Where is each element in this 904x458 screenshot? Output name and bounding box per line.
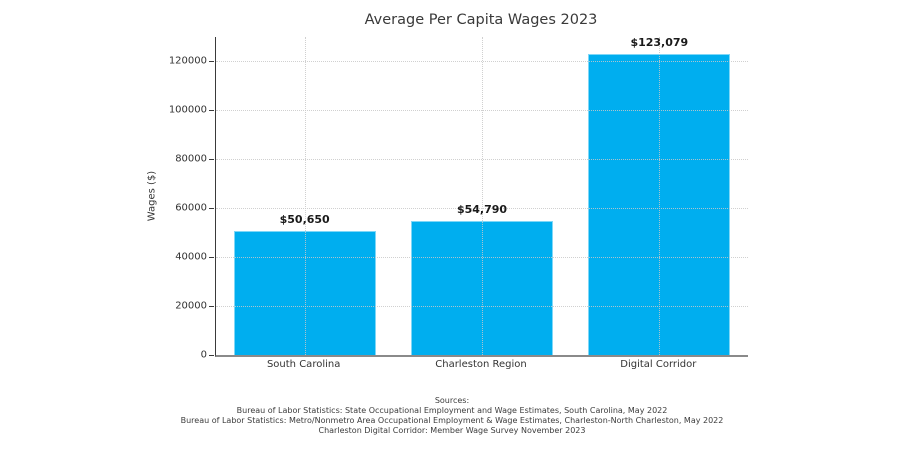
y-tick-label: 0 [200, 349, 207, 361]
y-tick-label: 120000 [168, 55, 207, 67]
y-tick-mark [209, 109, 214, 112]
bar [411, 220, 553, 355]
gridline-horizontal [216, 306, 748, 308]
sources-line: Charleston Digital Corridor: Member Wage… [318, 426, 586, 435]
x-tick-label: South Carolina [266, 359, 341, 370]
gridline-horizontal [216, 257, 748, 259]
bar [588, 53, 731, 355]
sources-line: Bureau of Labor Statistics: State Occupa… [236, 406, 668, 415]
y-tick-mark [209, 305, 214, 307]
x-tick-label: Digital Corridor [620, 359, 697, 370]
gridline-vertical [304, 37, 306, 355]
sources-line: Bureau of Labor Statistics: Metro/Nonmet… [180, 416, 724, 425]
y-tick-label: 20000 [175, 300, 207, 312]
gridline-horizontal [216, 159, 748, 161]
y-tick-mark [209, 207, 214, 210]
sources-heading: Sources: [434, 396, 470, 405]
y-tick-label: 80000 [175, 153, 207, 165]
gridline-horizontal [216, 110, 748, 112]
gridline-vertical [659, 37, 661, 355]
y-tick-label: 60000 [175, 202, 207, 214]
bar [233, 231, 376, 355]
plot-area: $50,650 $54,790 $123,079 [215, 35, 748, 357]
sources-block: Sources: Bureau of Labor Statistics: Sta… [0, 396, 904, 436]
bar-value-label: $50,650 [279, 213, 330, 227]
y-tick-mark [209, 158, 214, 161]
x-tick-label: Charleston Region [435, 359, 527, 370]
bar-value-label: $54,790 [456, 202, 508, 216]
y-tick-label: 40000 [175, 251, 207, 263]
y-tick-mark [209, 60, 214, 63]
y-tick-label: 100000 [168, 104, 207, 116]
gridline-horizontal [216, 208, 748, 210]
bar-value-label: $123,079 [630, 35, 689, 49]
chart-title: Average Per Capita Wages 2023 [364, 12, 598, 28]
y-tick-mark [209, 354, 214, 356]
y-tick-mark [209, 256, 214, 259]
gridline-horizontal [216, 61, 748, 63]
gridline-vertical [482, 37, 483, 355]
